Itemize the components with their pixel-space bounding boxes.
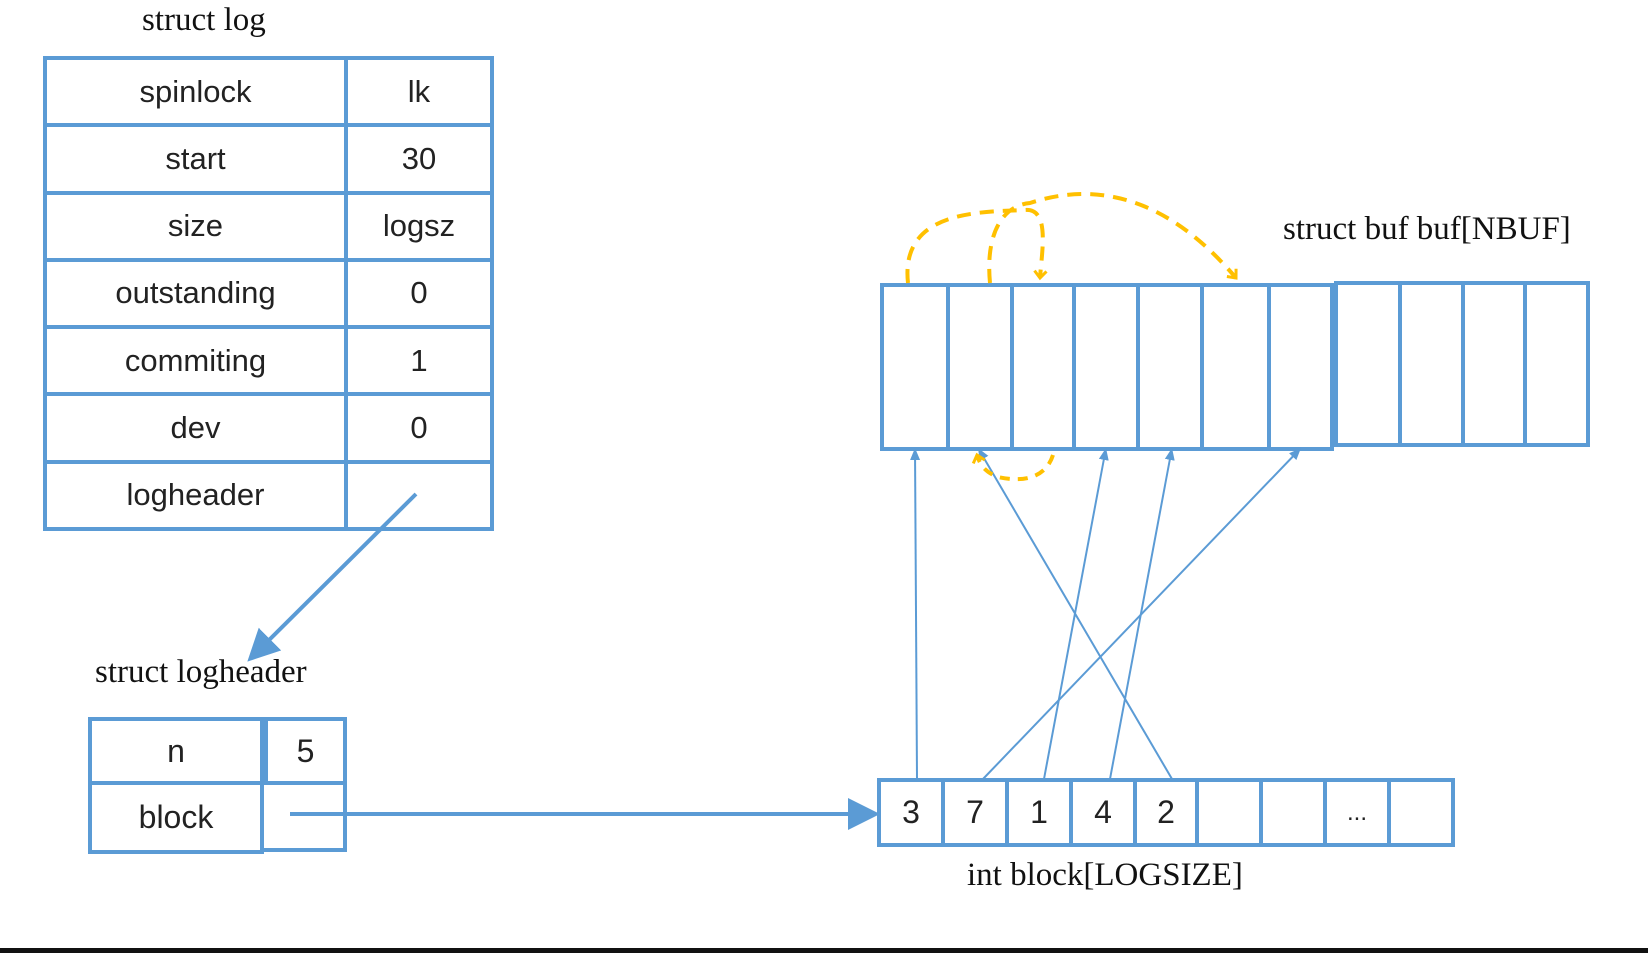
field-value: lk <box>344 55 494 128</box>
block-array-title: int block[LOGSIZE] <box>967 857 1243 893</box>
mapping-arrow-3 <box>910 447 921 780</box>
struct-log-row: commiting 1 <box>43 325 494 397</box>
struct-log-row: logheader <box>43 459 494 532</box>
struct-log-table: spinlock lk start 30 size logsz outstand… <box>43 55 494 532</box>
struct-log-row: size logsz <box>43 190 494 262</box>
mapping-arrow-4 <box>1109 447 1175 780</box>
field-name: commiting <box>43 325 348 397</box>
field-value: 0 <box>344 392 494 464</box>
dashed-arrow-loop-buf1 <box>971 452 1055 482</box>
buf-cell <box>1523 281 1590 447</box>
field-value: logsz <box>344 190 494 262</box>
logheader-block-value <box>260 781 347 852</box>
struct-log-row: start 30 <box>43 123 494 195</box>
field-value: 30 <box>344 123 494 195</box>
field-name: spinlock <box>43 55 348 128</box>
field-name: start <box>43 123 348 195</box>
field-name: outstanding <box>43 257 348 330</box>
field-name: logheader <box>43 459 348 532</box>
struct-log-row: dev 0 <box>43 392 494 464</box>
dashed-arrow-buf0-to-buf2 <box>905 208 1048 284</box>
struct-log-row: spinlock lk <box>43 55 494 128</box>
block-cell <box>1387 778 1455 847</box>
field-value: 1 <box>344 325 494 397</box>
field-name: size <box>43 190 348 262</box>
field-value <box>344 459 494 532</box>
bottom-divider <box>0 948 1648 953</box>
field-value: 0 <box>344 257 494 330</box>
mapping-arrow-2 <box>977 447 1173 780</box>
buf-array-title: struct buf buf[NBUF] <box>1283 211 1571 247</box>
logheader-pointer-arrow <box>247 492 418 662</box>
struct-log-row: outstanding 0 <box>43 257 494 330</box>
dashed-arrow-buf1-to-buf5 <box>987 192 1238 284</box>
struct-log-title: struct log <box>142 2 266 38</box>
field-name: dev <box>43 392 348 464</box>
